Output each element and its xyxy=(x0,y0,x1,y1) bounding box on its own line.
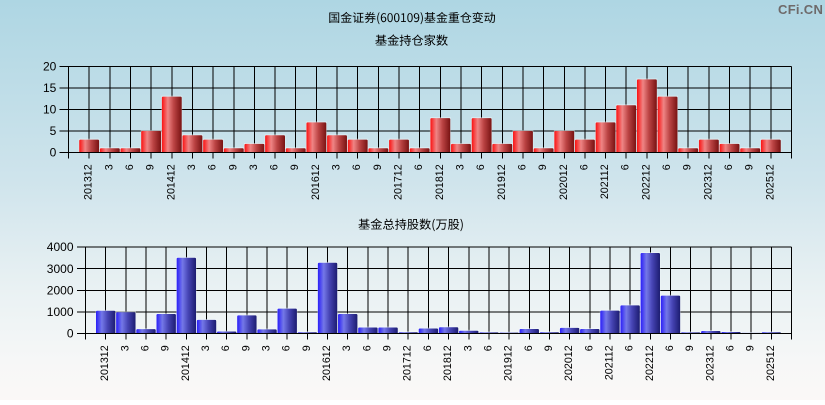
svg-text:202212: 202212 xyxy=(644,345,656,381)
svg-text:0: 0 xyxy=(67,327,74,341)
svg-text:10: 10 xyxy=(43,103,57,117)
svg-text:3: 3 xyxy=(200,345,212,351)
svg-text:9: 9 xyxy=(227,164,239,170)
svg-text:9: 9 xyxy=(537,164,549,170)
svg-text:6: 6 xyxy=(351,164,363,170)
svg-text:202012: 202012 xyxy=(563,345,575,381)
svg-text:201612: 201612 xyxy=(321,345,333,381)
svg-text:201312: 201312 xyxy=(83,164,95,200)
svg-text:9: 9 xyxy=(289,164,301,170)
svg-text:6: 6 xyxy=(422,345,434,351)
svg-text:201712: 201712 xyxy=(393,164,405,200)
svg-text:CFi.CN: CFi.CN xyxy=(778,2,823,17)
svg-text:3: 3 xyxy=(454,164,466,170)
svg-text:9: 9 xyxy=(240,345,252,351)
svg-text:202312: 202312 xyxy=(702,164,714,200)
svg-text:201912: 201912 xyxy=(496,164,508,200)
svg-text:20: 20 xyxy=(43,60,57,74)
svg-text:6: 6 xyxy=(220,345,232,351)
svg-text:3: 3 xyxy=(261,345,273,351)
svg-text:3: 3 xyxy=(331,164,343,170)
svg-text:6: 6 xyxy=(724,345,736,351)
svg-text:6: 6 xyxy=(624,345,636,351)
svg-text:9: 9 xyxy=(301,345,313,351)
svg-text:4000: 4000 xyxy=(47,240,74,254)
svg-text:9: 9 xyxy=(543,345,555,351)
svg-text:6: 6 xyxy=(475,164,487,170)
svg-text:201912: 201912 xyxy=(503,345,515,381)
svg-text:202312: 202312 xyxy=(704,345,716,381)
svg-text:202012: 202012 xyxy=(558,164,570,200)
svg-text:201412: 201412 xyxy=(165,164,177,200)
svg-text:3: 3 xyxy=(103,164,115,170)
svg-text:6: 6 xyxy=(140,345,152,351)
svg-text:201812: 201812 xyxy=(434,164,446,200)
svg-text:9: 9 xyxy=(684,345,696,351)
svg-text:3: 3 xyxy=(119,345,131,351)
svg-text:6: 6 xyxy=(523,345,535,351)
svg-text:6: 6 xyxy=(413,164,425,170)
svg-text:9: 9 xyxy=(682,164,694,170)
svg-text:6: 6 xyxy=(664,345,676,351)
svg-text:9: 9 xyxy=(372,164,384,170)
svg-text:202212: 202212 xyxy=(640,164,652,200)
svg-text:6: 6 xyxy=(620,164,632,170)
svg-text:9: 9 xyxy=(382,345,394,351)
svg-text:6: 6 xyxy=(723,164,735,170)
svg-text:6: 6 xyxy=(516,164,528,170)
svg-text:202512: 202512 xyxy=(764,164,776,200)
svg-text:9: 9 xyxy=(744,164,756,170)
svg-text:15: 15 xyxy=(43,81,57,95)
svg-text:202112: 202112 xyxy=(599,164,611,199)
svg-text:3: 3 xyxy=(186,164,198,170)
svg-text:6: 6 xyxy=(361,345,373,351)
svg-text:9: 9 xyxy=(745,345,757,351)
svg-text:9: 9 xyxy=(160,345,172,351)
svg-text:3: 3 xyxy=(341,345,353,351)
svg-text:3000: 3000 xyxy=(47,262,74,276)
svg-text:6: 6 xyxy=(269,164,281,170)
svg-text:9: 9 xyxy=(145,164,157,170)
svg-text:6: 6 xyxy=(578,164,590,170)
svg-text:202112: 202112 xyxy=(603,345,615,380)
svg-text:6: 6 xyxy=(281,345,293,351)
svg-text:202512: 202512 xyxy=(765,345,777,381)
svg-text:201412: 201412 xyxy=(180,345,192,381)
svg-text:6: 6 xyxy=(124,164,136,170)
svg-text:3: 3 xyxy=(462,345,474,351)
svg-text:201612: 201612 xyxy=(310,164,322,200)
svg-text:201312: 201312 xyxy=(99,345,111,381)
svg-text:5: 5 xyxy=(50,124,57,138)
svg-text:201712: 201712 xyxy=(402,345,414,381)
svg-text:6: 6 xyxy=(207,164,219,170)
svg-text:0: 0 xyxy=(50,146,57,160)
svg-text:6: 6 xyxy=(583,345,595,351)
svg-text:6: 6 xyxy=(482,345,494,351)
svg-text:6: 6 xyxy=(661,164,673,170)
svg-text:1000: 1000 xyxy=(47,305,74,319)
svg-text:201812: 201812 xyxy=(442,345,454,381)
svg-text:2000: 2000 xyxy=(47,283,74,297)
svg-text:3: 3 xyxy=(248,164,260,170)
